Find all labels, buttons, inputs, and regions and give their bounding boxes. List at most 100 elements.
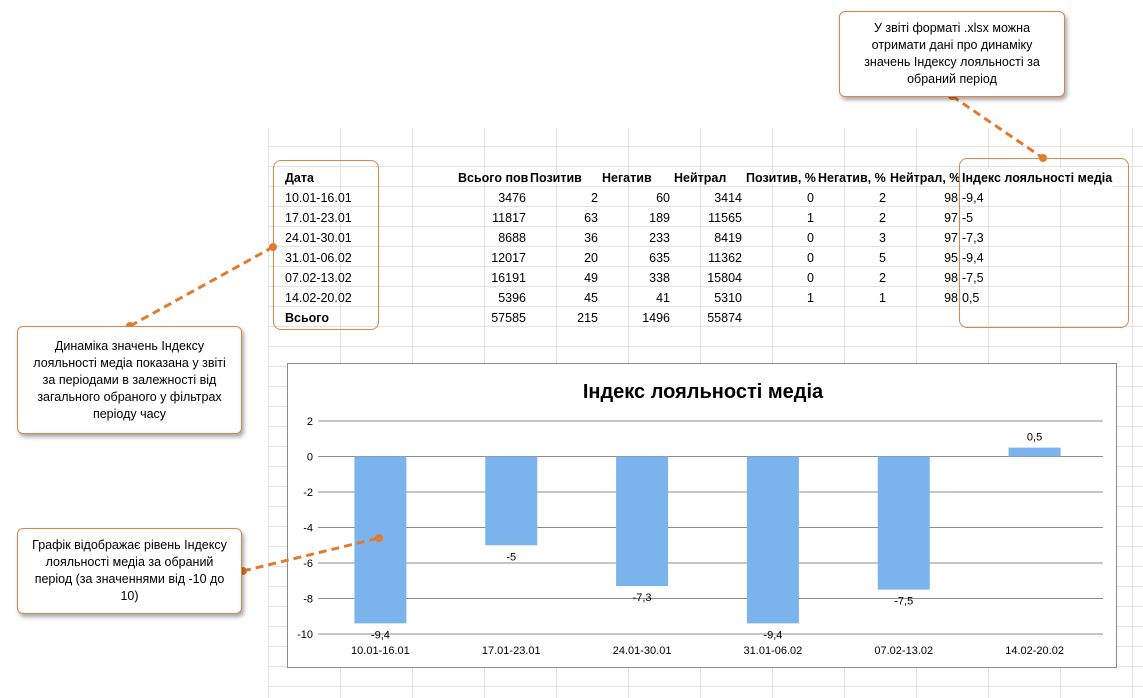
y-tick-label: -2 — [303, 487, 313, 499]
y-tick-label: 0 — [307, 452, 313, 464]
cell-loyalty-index[interactable]: -9,4 — [962, 251, 984, 265]
header-positive[interactable]: Позитив — [530, 171, 582, 185]
x-category-label: 14.02-20.02 — [1005, 645, 1064, 657]
cell-negative[interactable]: 189 — [649, 211, 670, 225]
cell-neutral[interactable]: 11565 — [708, 211, 742, 225]
cell-total-mentions[interactable]: 8688 — [498, 231, 526, 245]
cell-date[interactable]: 14.02-20.02 — [285, 291, 352, 305]
y-tick-label: -4 — [303, 523, 313, 535]
cell-positive[interactable]: 20 — [584, 251, 598, 265]
cell-neutral-percent[interactable]: 98 — [944, 191, 958, 205]
cell-total-mentions[interactable]: 5396 — [498, 291, 526, 305]
cell-positive-percent[interactable]: 1 — [807, 291, 814, 305]
cell-date[interactable]: 31.01-06.02 — [285, 251, 352, 265]
y-tick-label: -10 — [297, 629, 313, 641]
cell-negative[interactable]: 233 — [649, 231, 670, 245]
data-label: -9,4 — [763, 629, 782, 641]
cell-loyalty-index[interactable]: -5 — [962, 211, 974, 225]
cell-loyalty-index[interactable]: 0,5 — [962, 291, 980, 305]
data-label: 0,5 — [1027, 432, 1042, 444]
bar-14.02-20.02[interactable] — [1008, 447, 1061, 457]
cell-neutral-percent[interactable]: 97 — [944, 231, 958, 245]
header-negative[interactable]: Негатив — [602, 171, 652, 185]
bar-17.01-23.01[interactable] — [485, 456, 538, 546]
total-positive[interactable]: 215 — [577, 311, 598, 325]
cell-neutral-percent[interactable]: 98 — [944, 291, 958, 305]
cell-positive-percent[interactable]: 1 — [807, 211, 814, 225]
y-tick-label: 2 — [307, 416, 313, 428]
cell-loyalty-index[interactable]: -7,5 — [962, 271, 984, 285]
cell-neutral-percent[interactable]: 97 — [944, 211, 958, 225]
cell-neutral[interactable]: 5310 — [714, 291, 742, 305]
header-negative-percent[interactable]: Негатив, % — [818, 171, 886, 185]
cell-total-mentions[interactable]: 11817 — [492, 211, 526, 225]
chart-title: Індекс лояльності медіа — [583, 381, 824, 403]
cell-positive-percent[interactable]: 0 — [807, 251, 814, 265]
cell-negative[interactable]: 635 — [649, 251, 670, 265]
cell-negative-percent[interactable]: 2 — [879, 211, 886, 225]
cell-negative[interactable]: 60 — [656, 191, 670, 205]
cell-loyalty-index[interactable]: -9,4 — [962, 191, 984, 205]
cell-total-mentions[interactable]: 16191 — [491, 271, 526, 285]
cell-positive[interactable]: 63 — [584, 211, 598, 225]
cell-negative-percent[interactable]: 2 — [879, 271, 886, 285]
data-label: -9,4 — [371, 629, 390, 641]
index-column-highlight — [959, 158, 1129, 328]
header-total-mentions[interactable]: Всього пов — [458, 171, 529, 185]
header-neutral[interactable]: Нейтрал — [674, 171, 727, 185]
data-label: -7,3 — [633, 592, 652, 604]
cell-neutral[interactable]: 11362 — [708, 251, 742, 265]
cell-positive-percent[interactable]: 0 — [807, 271, 814, 285]
cell-date[interactable]: 24.01-30.01 — [285, 231, 352, 245]
callout-xlsx-export: У звіті форматі .xlsx можна отримати дан… — [839, 11, 1065, 97]
cell-negative[interactable]: 338 — [649, 271, 670, 285]
cell-neutral[interactable]: 15804 — [707, 271, 742, 285]
data-label: -5 — [506, 551, 516, 563]
bar-10.01-16.01[interactable] — [354, 456, 407, 624]
callout-dynamics-text: Динаміка значень Індексу лояльності меді… — [33, 338, 226, 421]
total-total-mentions[interactable]: 57585 — [491, 311, 526, 325]
cell-positive-percent[interactable]: 0 — [807, 191, 814, 205]
y-tick-label: -8 — [303, 594, 313, 606]
header-loyalty-index[interactable]: Індекс лояльності медіа — [962, 168, 1113, 188]
cell-date[interactable]: 10.01-16.01 — [285, 191, 352, 205]
callout-dynamics: Динаміка значень Індексу лояльності меді… — [17, 326, 242, 434]
cell-date[interactable]: 07.02-13.02 — [285, 271, 352, 285]
cell-positive[interactable]: 45 — [584, 291, 598, 305]
bar-07.02-13.02[interactable] — [877, 456, 930, 590]
cell-negative-percent[interactable]: 1 — [879, 291, 886, 305]
cell-negative-percent[interactable]: 3 — [879, 231, 886, 245]
total-neutral[interactable]: 55874 — [707, 311, 742, 325]
bar-24.01-30.01[interactable] — [616, 456, 669, 587]
cell-neutral-percent[interactable]: 98 — [944, 271, 958, 285]
bar-31.01-06.02[interactable] — [746, 456, 799, 624]
cell-negative-percent[interactable]: 2 — [879, 191, 886, 205]
connector-dynamics — [129, 245, 274, 328]
cell-neutral[interactable]: 3414 — [714, 191, 742, 205]
data-label: -7,5 — [894, 596, 913, 608]
header-date[interactable]: Дата — [285, 171, 314, 185]
total-negative[interactable]: 1496 — [642, 311, 670, 325]
cell-negative-percent[interactable]: 5 — [879, 251, 886, 265]
cell-total-mentions[interactable]: 3476 — [498, 191, 526, 205]
header-positive-percent[interactable]: Позитив, % — [746, 171, 816, 185]
header-neutral-percent[interactable]: Нейтрал, % — [890, 171, 961, 185]
x-category-label: 31.01-06.02 — [744, 645, 803, 657]
cell-positive[interactable]: 2 — [591, 191, 598, 205]
cell-positive[interactable]: 36 — [584, 231, 598, 245]
cell-date[interactable]: 17.01-23.01 — [285, 211, 352, 225]
y-tick-label: -6 — [303, 558, 313, 570]
cell-loyalty-index[interactable]: -7,3 — [962, 231, 984, 245]
loyalty-index-chart[interactable]: 2 0 -2 -4 -6 -8 -10 -9,4 10.01-16.01 -5 17.01-23.0… — [287, 363, 1117, 668]
callout-graph: Графік відображає рівень Індексу лояльно… — [17, 528, 242, 614]
cell-positive-percent[interactable]: 0 — [807, 231, 814, 245]
callout-xlsx-text: У звіті форматі .xlsx можна отримати дан… — [864, 21, 1040, 86]
cell-neutral-percent[interactable]: 95 — [944, 251, 958, 265]
x-category-label: 07.02-13.02 — [874, 645, 933, 657]
cell-negative[interactable]: 41 — [656, 291, 670, 305]
cell-positive[interactable]: 49 — [584, 271, 598, 285]
total-date[interactable]: Всього — [285, 311, 329, 325]
cell-neutral[interactable]: 8419 — [714, 231, 742, 245]
cell-total-mentions[interactable]: 12017 — [491, 251, 526, 265]
chart-svg: 2 0 -2 -4 -6 -8 -10 -9,4 10.01-16.01 -5 17.01-23.0… — [297, 381, 1103, 657]
